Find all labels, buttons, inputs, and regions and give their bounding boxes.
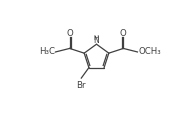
Text: OCH₃: OCH₃ (138, 47, 161, 56)
Text: H₃C: H₃C (39, 47, 55, 56)
Text: O: O (119, 29, 126, 38)
Text: O: O (67, 29, 74, 38)
Text: H: H (94, 35, 99, 41)
Text: Br: Br (77, 81, 86, 90)
Text: N: N (94, 36, 99, 45)
